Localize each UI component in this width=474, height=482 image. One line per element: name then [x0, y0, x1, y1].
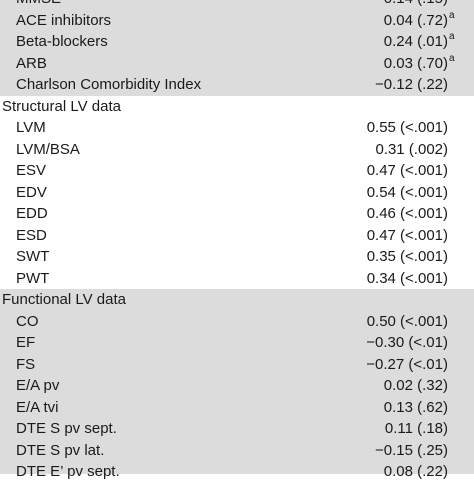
row-value: 0.08 (.22) — [383, 463, 448, 480]
row-value: 0.31 (.002) — [375, 140, 448, 158]
row-value: 0.46 (<.001) — [366, 205, 448, 222]
row-label: ARB — [16, 54, 47, 72]
row-value: −0.30 (<.01) — [366, 334, 448, 351]
row-value: −0.15 (.25) — [375, 441, 448, 459]
row-label: CO — [16, 312, 39, 330]
row-label: DTE E’ pv sept. — [16, 463, 120, 480]
row-value: 0.24 (.01) — [383, 33, 448, 50]
row-label: DTE S pv sept. — [16, 420, 117, 437]
row-label: DTE S pv lat. — [16, 441, 105, 459]
row-label: Beta-blockers — [16, 33, 108, 50]
row-value: 0.35 (<.001) — [366, 248, 448, 265]
row-value: −0.27 (<.01) — [366, 355, 448, 373]
row-label: Charlson Comorbidity Index — [16, 76, 202, 93]
row-value: 0.02 (.32) — [383, 377, 448, 394]
footnote-mark: a — [449, 52, 455, 64]
row-value: 0.14 (.15) — [248, 0, 448, 9]
row-label: E/A tvi — [16, 398, 59, 416]
row-label: EF — [16, 334, 36, 351]
row-value: 0.34 (<.001) — [366, 269, 448, 287]
row-label: FS — [16, 355, 36, 373]
row-label: ESD — [16, 226, 47, 244]
row-label: PWT — [16, 269, 50, 287]
row-value: 0.11 (.18) — [384, 420, 448, 437]
row-value: 0.04 (.72) — [383, 11, 448, 29]
row-value: 0.55 (<.001) — [366, 119, 448, 136]
row-value: 0.54 (<.001) — [366, 183, 448, 201]
row-label: SWT — [16, 248, 50, 265]
row-label: MMSE — [16, 0, 61, 9]
footnote-mark: a — [449, 9, 455, 21]
row-value: 0.47 (<.001) — [366, 226, 448, 244]
row-label: E/A pv — [16, 377, 60, 394]
section-background — [0, 289, 474, 474]
row-label: EDD — [16, 205, 48, 222]
row-value: 0.50 (<.001) — [366, 312, 448, 330]
row-label: EDV — [16, 183, 47, 201]
footnote-mark: a — [449, 31, 455, 42]
section-title: Structural LV data — [2, 97, 121, 115]
row-label: LVM/BSA — [16, 140, 80, 158]
row-value: 0.47 (<.001) — [366, 162, 448, 179]
row-label: ESV — [16, 162, 47, 179]
row-value: 0.13 (.62) — [383, 398, 448, 416]
row-label: LVM — [16, 119, 46, 136]
row-label: ACE inhibitors — [16, 11, 112, 29]
section-background — [0, 0, 474, 96]
row-value: 0.03 (.70) — [383, 54, 448, 72]
section-title: Functional LV data — [2, 291, 126, 308]
row-value: −0.12 (.22) — [375, 76, 448, 93]
